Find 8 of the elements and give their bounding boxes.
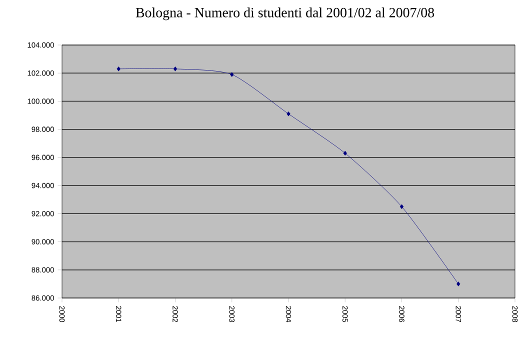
point	[173, 66, 178, 72]
point	[116, 66, 120, 72]
point	[286, 111, 290, 116]
point	[343, 150, 347, 156]
chart-title: Bologna - Numero di studenti dal 2001/02 al 2007/08	[136, 8, 434, 20]
point	[400, 204, 404, 210]
point	[230, 72, 234, 77]
point	[456, 282, 460, 286]
